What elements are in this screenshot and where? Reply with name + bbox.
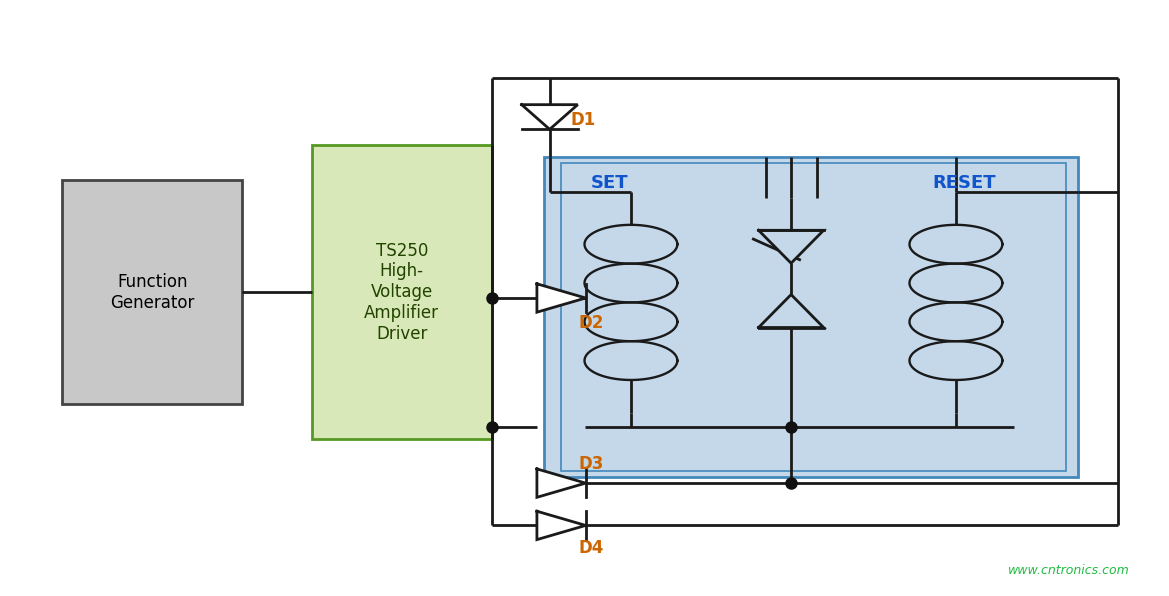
Bar — [312, 145, 492, 439]
Polygon shape — [909, 341, 1002, 380]
Polygon shape — [759, 294, 824, 327]
Text: D1: D1 — [570, 111, 596, 129]
Polygon shape — [759, 230, 824, 263]
Bar — [544, 157, 1078, 477]
Polygon shape — [537, 511, 586, 539]
Bar — [62, 181, 242, 403]
Text: SET: SET — [590, 175, 628, 193]
Polygon shape — [584, 302, 677, 341]
Text: RESET: RESET — [933, 175, 996, 193]
Text: D2: D2 — [579, 313, 604, 332]
Text: D3: D3 — [579, 455, 604, 473]
Bar — [561, 163, 1066, 471]
Polygon shape — [584, 341, 677, 380]
Polygon shape — [537, 284, 586, 312]
Polygon shape — [521, 105, 577, 129]
Polygon shape — [909, 302, 1002, 341]
Text: TS250
High-
Voltage
Amplifier
Driver: TS250 High- Voltage Amplifier Driver — [365, 241, 440, 343]
Polygon shape — [584, 263, 677, 302]
Text: www.cntronics.com: www.cntronics.com — [1009, 564, 1130, 577]
Text: Function
Generator: Function Generator — [110, 273, 194, 312]
Polygon shape — [584, 225, 677, 263]
Polygon shape — [909, 263, 1002, 302]
Polygon shape — [909, 225, 1002, 263]
Polygon shape — [537, 469, 586, 497]
Text: D4: D4 — [579, 539, 604, 557]
